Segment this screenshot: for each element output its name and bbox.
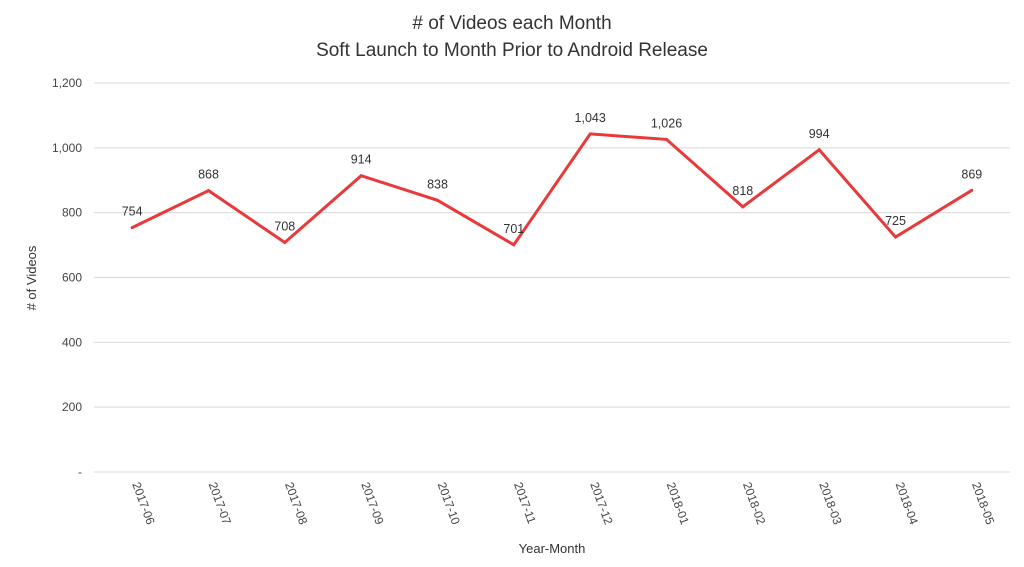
data-point bbox=[130, 226, 134, 230]
x-tick-label: 2018-02 bbox=[740, 480, 768, 526]
data-label: 868 bbox=[198, 168, 219, 182]
x-axis-title: Year-Month bbox=[519, 541, 586, 556]
data-point bbox=[283, 240, 287, 244]
data-label: 914 bbox=[351, 153, 372, 167]
gridlines bbox=[94, 82, 1010, 473]
data-label: 754 bbox=[122, 205, 143, 219]
x-tick-label: 2017-08 bbox=[282, 480, 310, 526]
x-tick-label: 2017-06 bbox=[129, 480, 157, 526]
series-line-group bbox=[130, 132, 974, 247]
data-point bbox=[741, 205, 745, 209]
chart-title-line-1: # of Videos each Month bbox=[412, 13, 611, 34]
data-point bbox=[588, 132, 592, 136]
x-tick-label: 2017-09 bbox=[358, 480, 386, 526]
y-tick-label: - bbox=[78, 465, 82, 479]
data-point bbox=[817, 148, 821, 152]
data-label: 708 bbox=[274, 219, 295, 233]
data-point bbox=[894, 235, 897, 239]
y-axis-title: # of Videos bbox=[24, 245, 39, 310]
data-point bbox=[359, 174, 363, 178]
chart-title-line-2: Soft Launch to Month Prior to Android Re… bbox=[316, 40, 708, 61]
x-tick-label: 2017-11 bbox=[511, 480, 539, 526]
data-label: 838 bbox=[427, 177, 448, 191]
x-tick-label: 2018-05 bbox=[969, 480, 997, 526]
data-label: 725 bbox=[885, 214, 906, 228]
data-label: 869 bbox=[961, 167, 982, 181]
data-label: 1,026 bbox=[651, 116, 682, 130]
y-tick-label: 400 bbox=[62, 335, 82, 349]
data-label: 818 bbox=[732, 184, 753, 198]
x-tick-label: 2018-01 bbox=[664, 480, 692, 526]
x-tick-label: 2017-12 bbox=[587, 480, 615, 526]
y-tick-label: 200 bbox=[62, 400, 82, 414]
data-point bbox=[207, 189, 210, 193]
y-tick-label: 800 bbox=[62, 206, 82, 220]
data-point bbox=[970, 188, 974, 192]
data-label: 701 bbox=[503, 222, 524, 236]
series-line bbox=[131, 132, 973, 247]
y-axis-tick-labels: - 200 400 600 800 1,000 1,200 bbox=[52, 76, 82, 479]
data-labels: 754 868 708 914 838 701 1,043 1,026 818 994 725 869 bbox=[122, 111, 983, 236]
x-axis-tick-labels: 2017-06 2017-07 2017-08 2017-09 2017-10 2017-… bbox=[129, 480, 997, 526]
y-tick-label: 1,200 bbox=[52, 76, 82, 90]
data-point bbox=[436, 198, 439, 202]
data-label: 994 bbox=[809, 127, 830, 141]
x-tick-label: 2018-04 bbox=[893, 480, 921, 526]
y-tick-label: 1,000 bbox=[52, 141, 82, 155]
data-point bbox=[512, 243, 516, 247]
data-label: 1,043 bbox=[575, 111, 606, 125]
x-tick-label: 2018-03 bbox=[816, 480, 844, 526]
x-tick-label: 2017-10 bbox=[435, 480, 463, 526]
data-point bbox=[665, 137, 668, 141]
x-tick-label: 2017-07 bbox=[206, 480, 234, 526]
y-tick-label: 600 bbox=[62, 271, 82, 285]
